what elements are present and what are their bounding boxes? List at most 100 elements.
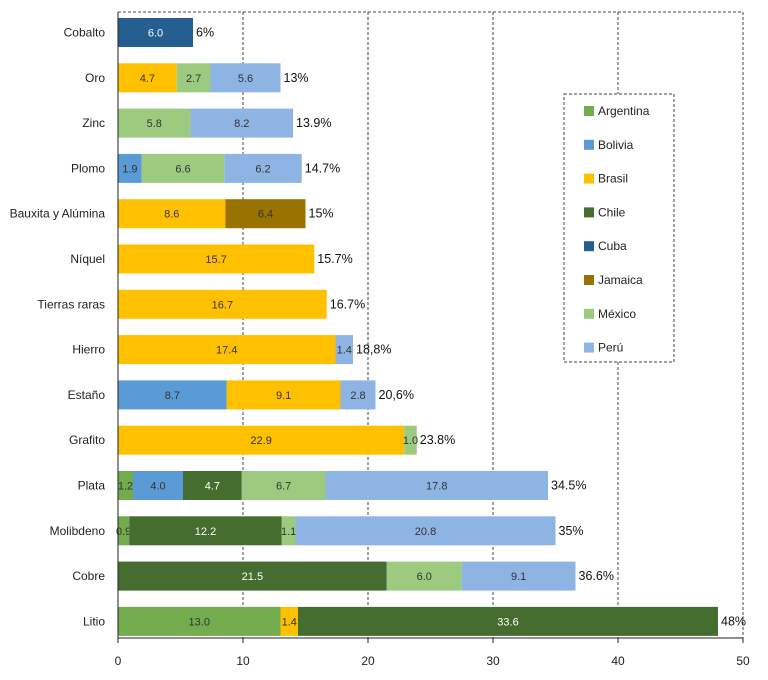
bar-zinc-méxico — [118, 108, 191, 138]
data-label: 6.7 — [276, 481, 291, 493]
bar-cobre-méxico — [386, 561, 462, 591]
category-label: Estaño — [68, 388, 106, 402]
bar-plata-perú — [325, 471, 548, 500]
bar-cobalto-cuba — [118, 18, 193, 47]
bar-litio-argentina — [118, 606, 281, 636]
bar-cobre-chile — [118, 561, 387, 591]
data-label: 4.0 — [150, 481, 165, 493]
bar-plomo-méxico — [141, 153, 225, 183]
bar-grafito-méxico — [404, 425, 417, 455]
legend-swatch-jamaica — [584, 275, 594, 285]
data-label: 5.8 — [147, 118, 162, 130]
category-label: Oro — [85, 71, 105, 85]
bar-litio-chile — [298, 606, 718, 636]
data-label: 13.0 — [189, 616, 210, 628]
legend-swatch-argentina — [584, 106, 594, 116]
total-label: 14.7% — [305, 161, 340, 175]
data-label: 22.9 — [250, 435, 271, 447]
data-label: 8.2 — [234, 118, 249, 130]
category-label: Cobalto — [64, 26, 106, 40]
category-label: Plomo — [71, 161, 105, 175]
bar-plomo-perú — [224, 153, 302, 183]
bar-oro-perú — [210, 63, 281, 93]
category-label: Níquel — [70, 252, 105, 266]
bar-plata-argentina — [118, 471, 133, 500]
category-label: Hierro — [72, 343, 105, 357]
data-label: 4.7 — [205, 481, 220, 493]
data-label: 6.2 — [255, 163, 270, 175]
data-label: 2.8 — [350, 390, 365, 402]
data-label: 15.7 — [205, 254, 226, 266]
bar-n-quel-brasil — [118, 244, 315, 274]
legend-label: Jamaica — [598, 273, 643, 287]
bar-plata-chile — [183, 471, 242, 500]
total-label: 34.5% — [551, 479, 586, 493]
x-axis: 0 10 20 30 40 50 — [115, 12, 750, 668]
bar-plata-bolivia — [133, 471, 183, 500]
legend-label: México — [598, 307, 636, 321]
bars-group: 6.0 4.7 2.7 5.6 5.8 8.2 1.9 6.6 6.2 8.6 6.4 15.7 16.… — [116, 18, 718, 636]
data-label: 6.4 — [258, 209, 273, 221]
category-label: Grafito — [69, 433, 105, 447]
bar-plomo-bolivia — [118, 153, 142, 183]
total-label: 36.6% — [579, 569, 614, 583]
category-labels: Cobalto Oro Zinc Plomo Bauxita y Alúmina Níqu… — [10, 26, 106, 629]
total-label: 6% — [196, 26, 214, 40]
bar-molibdeno-chile — [129, 516, 282, 546]
data-label: 1.9 — [122, 163, 137, 175]
bar-cobre-perú — [461, 561, 576, 591]
total-label: 23.8% — [420, 433, 455, 447]
data-label: 8.6 — [164, 209, 179, 221]
x-tick-label: 40 — [611, 654, 625, 668]
category-label: Bauxita y Alúmina — [10, 207, 106, 221]
data-label: 20.8 — [415, 526, 436, 538]
legend-swatch-brasil — [584, 173, 594, 184]
x-tick-label: 10 — [236, 654, 250, 668]
bar-tierras-raras-brasil — [118, 289, 327, 319]
category-label: Molibdeno — [50, 524, 106, 538]
data-label: 9.1 — [511, 571, 526, 583]
legend-label: Bolivia — [598, 138, 634, 152]
data-label: 1.4 — [282, 616, 297, 628]
legend-label: Cuba — [598, 239, 627, 253]
data-label: 0.9 — [116, 526, 131, 538]
total-labels: 6% 13% 13.9% 14.7% 15% 15.7% 16.7% 18,8% 20,6% 23… — [196, 26, 746, 629]
total-label: 15.7% — [317, 252, 352, 266]
data-label: 1.4 — [337, 345, 352, 357]
bar-molibdeno-méxico — [281, 516, 296, 546]
category-label: Tierras raras — [37, 297, 105, 311]
legend-swatch-cuba — [584, 241, 594, 252]
total-label: 16.7% — [330, 297, 365, 311]
legend-label: Brasil — [598, 172, 628, 186]
legend-label: Chile — [598, 205, 626, 219]
data-label: 16.7 — [212, 299, 233, 311]
bar-bauxita-y-al-mina-jamaica — [225, 199, 306, 229]
data-label: 2.7 — [186, 73, 201, 85]
data-label: 9.1 — [276, 390, 291, 402]
data-label: 6.0 — [148, 28, 163, 40]
legend-swatch-méxico — [584, 308, 594, 319]
data-label: 1.2 — [118, 481, 133, 493]
bar-zinc-perú — [190, 108, 293, 138]
legend-box — [563, 93, 675, 363]
bar-oro-méxico — [176, 63, 211, 93]
x-tick-label: 20 — [361, 654, 375, 668]
bar-molibdeno-argentina — [118, 516, 130, 546]
legend: Argentina Bolivia Brasil Chile Cuba Jamaica Mé… — [563, 93, 675, 363]
x-tick-label: 30 — [486, 654, 500, 668]
category-label: Plata — [78, 479, 106, 493]
data-label: 21.5 — [242, 571, 263, 583]
bar-esta-o-brasil — [226, 380, 341, 410]
legend-swatch-chile — [584, 207, 594, 218]
data-label: 6.0 — [417, 571, 432, 583]
total-label: 15% — [309, 207, 334, 221]
total-label: 13.9% — [296, 116, 331, 130]
total-label: 13% — [284, 71, 309, 85]
data-label: 17.4 — [216, 345, 237, 357]
data-label: 5.6 — [238, 73, 253, 85]
data-label: 8.7 — [165, 390, 180, 402]
bar-grafito-brasil — [118, 425, 405, 455]
category-label: Litio — [83, 614, 105, 628]
x-tick-label: 0 — [115, 654, 122, 668]
